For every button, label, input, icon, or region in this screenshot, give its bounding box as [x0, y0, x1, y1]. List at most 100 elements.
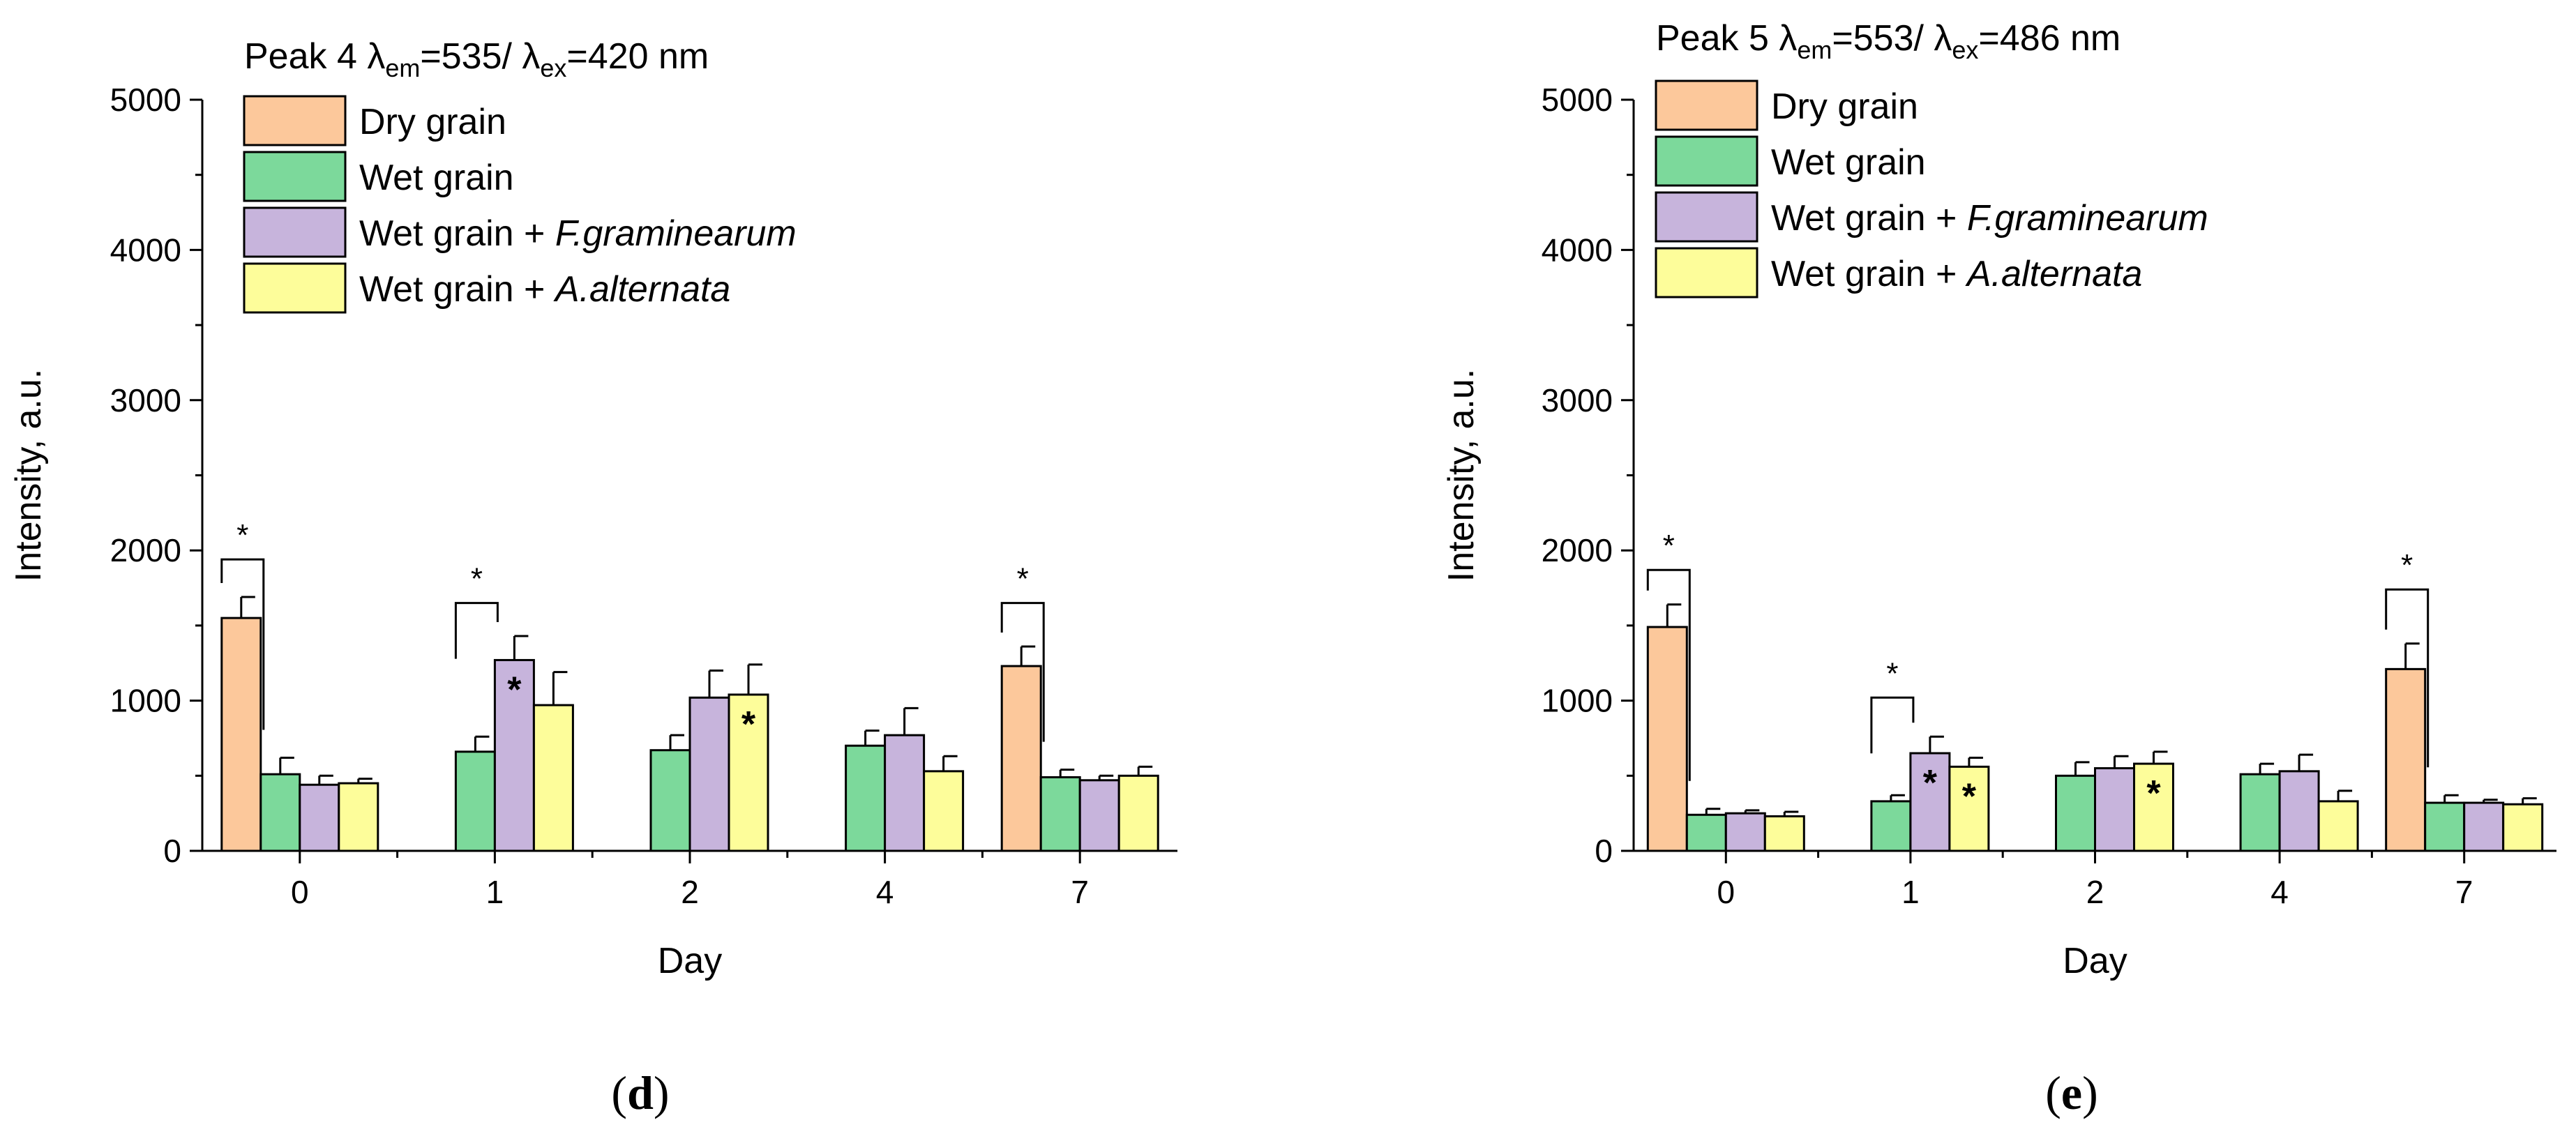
y-axis-label: Intensity, a.u. [1441, 369, 1482, 582]
x-tick-label: 4 [876, 874, 894, 910]
significance-bracket [1870, 696, 1915, 754]
x-axis-label: Day [658, 941, 722, 981]
bar [845, 744, 887, 852]
bar [2094, 767, 2135, 852]
legend-label: Wet grain + F.graminearum [359, 213, 797, 254]
significance-bracket [1000, 602, 1045, 742]
bar [259, 773, 301, 852]
significance-bracket [1646, 568, 1691, 781]
bar [1948, 765, 1990, 852]
y-tick-label: 4000 [1542, 232, 1613, 268]
x-tick-label: 2 [681, 874, 699, 910]
legend-label: Wet grain [1771, 142, 1926, 183]
y-tick-label: 2000 [1542, 532, 1613, 568]
x-tick-label: 0 [291, 874, 309, 910]
y-tick-label: 2000 [110, 532, 181, 568]
chart-title: Peak 4 λem=535/ λex=420 nm [244, 36, 709, 82]
y-tick-label: 0 [163, 833, 181, 869]
bar [2502, 803, 2544, 852]
x-tick-label: 7 [1071, 874, 1089, 910]
chart-title: Peak 5 λem=553/ λex=486 nm [1656, 18, 2121, 64]
significance-star: * [1663, 529, 1675, 563]
significance-star: * [236, 518, 248, 552]
y-tick-label: 0 [1595, 833, 1613, 869]
bar [2133, 762, 2174, 852]
significance-star: * [471, 562, 483, 596]
x-tick-label: 4 [2270, 874, 2289, 910]
bar [1763, 815, 1805, 852]
bar [1117, 774, 1159, 852]
bar-significance-star: * [2146, 773, 2161, 814]
bar [220, 617, 262, 852]
legend-label: Dry grain [359, 102, 506, 142]
x-tick-label: 7 [2455, 874, 2473, 910]
significance-bracket [2385, 588, 2430, 768]
y-axis-label: Intensity, a.u. [8, 369, 49, 582]
bar [454, 750, 496, 852]
significance-star: * [2401, 548, 2413, 582]
legend-swatch [1655, 191, 1758, 243]
y-tick-label: 3000 [1542, 382, 1613, 418]
bar [923, 770, 965, 852]
panel-label: (e) [2045, 1066, 2098, 1119]
y-tick-label: 3000 [110, 382, 181, 418]
bar [1078, 779, 1120, 852]
significance-bracket [220, 558, 265, 730]
y-tick-label: 1000 [110, 683, 181, 719]
bar [2239, 773, 2281, 852]
significance-bracket [454, 602, 499, 659]
bar-significance-star: * [507, 670, 522, 710]
bar [1000, 665, 1042, 852]
bar [338, 782, 379, 852]
chart-panel-e: 0 1000 2000 3000 4000 5000 0 1 2 4 7 Day Intensity, … [1441, 18, 2556, 1119]
bar-significance-star: * [741, 704, 756, 745]
significance-star: * [1886, 656, 1898, 690]
x-tick-label: 2 [2086, 874, 2104, 910]
legend-swatch [1655, 247, 1758, 298]
bar [2055, 774, 2096, 852]
legend-label: Wet grain + A.alternata [359, 269, 730, 310]
bar-significance-star: * [1923, 763, 1938, 803]
bar [1646, 626, 1688, 852]
legend-swatch [243, 206, 347, 258]
legend-swatch [243, 151, 347, 202]
bar [1724, 812, 1766, 852]
x-tick-label: 1 [486, 874, 504, 910]
y-tick-label: 5000 [1542, 82, 1613, 118]
legend: Dry grain Wet grain Wet grain + F.graminea… [243, 95, 797, 314]
x-axis-label: Day [2063, 941, 2127, 981]
bar [2385, 667, 2427, 852]
bar [532, 704, 574, 852]
bar [2424, 801, 2466, 852]
significance-star: * [1017, 562, 1029, 596]
chart-panel-d: 0 1000 2000 3000 4000 5000 0 1 2 4 7 Day Intensity, … [8, 36, 1177, 1119]
bar [2317, 800, 2359, 852]
legend-swatch [243, 262, 347, 314]
legend-swatch [1655, 135, 1758, 187]
bar [649, 749, 691, 852]
legend: Dry grain Wet grain Wet grain + F.graminea… [1655, 80, 2208, 298]
bar [688, 696, 730, 852]
bar [299, 783, 340, 852]
bar [2278, 770, 2320, 852]
legend-swatch [243, 95, 347, 146]
x-tick-label: 1 [1901, 874, 1920, 910]
y-tick-label: 5000 [110, 82, 181, 118]
legend-label: Dry grain [1771, 86, 1918, 127]
legend-swatch [1655, 80, 1758, 131]
bar-significance-star: * [1962, 776, 1977, 817]
bar [1909, 752, 1951, 852]
x-tick-label: 0 [1717, 874, 1735, 910]
bar [1685, 813, 1727, 852]
panel-label: (d) [611, 1066, 669, 1119]
y-tick-label: 4000 [110, 232, 181, 268]
legend-label: Wet grain + A.alternata [1771, 254, 2142, 294]
y-tick-label: 1000 [1542, 683, 1613, 719]
bar [1870, 800, 1912, 852]
bar [2463, 801, 2505, 852]
bar [884, 734, 926, 852]
legend-label: Wet grain [359, 158, 514, 198]
bar [1039, 776, 1081, 852]
legend-label: Wet grain + F.graminearum [1771, 198, 2208, 239]
